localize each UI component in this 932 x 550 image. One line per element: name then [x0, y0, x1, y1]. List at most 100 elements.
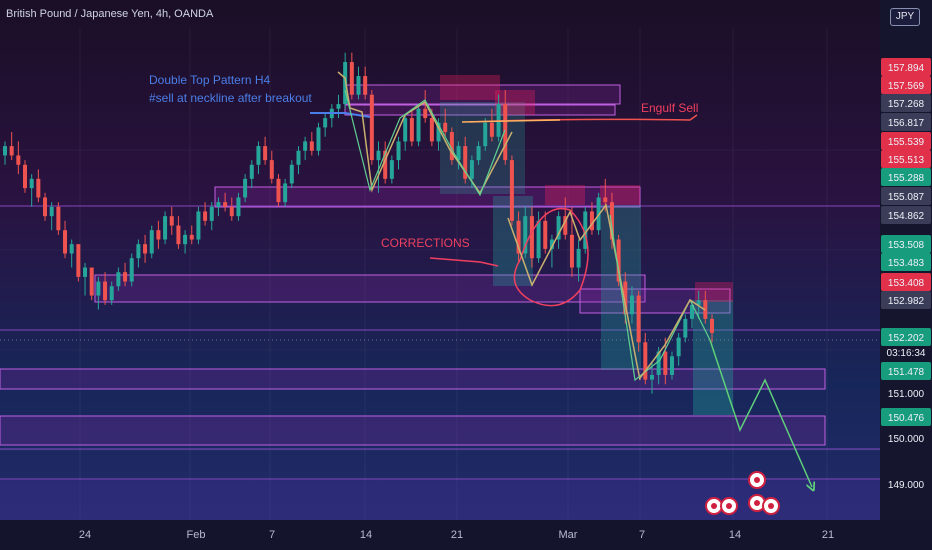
- candle-body: [516, 220, 521, 254]
- candle: [256, 141, 261, 175]
- price-label-bg: [881, 273, 931, 291]
- price-label: 151.478: [888, 367, 925, 378]
- time-label: 21: [451, 529, 463, 541]
- candle-body: [163, 216, 168, 240]
- candle: [503, 90, 508, 165]
- candle-body: [503, 104, 508, 161]
- candle: [216, 197, 221, 217]
- candle-body: [643, 342, 648, 380]
- time-axis[interactable]: 24 Feb 7 14 21 Mar 7 14 21: [0, 520, 932, 550]
- price-label-bg: [881, 328, 931, 346]
- candle-body: [649, 374, 654, 380]
- candle-body: [429, 118, 434, 142]
- candle: [669, 351, 674, 380]
- annotation-text: #sell at neckline after breakout: [149, 91, 312, 105]
- time-label: 7: [639, 529, 645, 541]
- candle: [403, 113, 408, 151]
- candle-body: [196, 211, 201, 240]
- candle: [676, 332, 681, 366]
- candle: [683, 314, 688, 343]
- candle: [203, 202, 208, 226]
- candle-body: [529, 216, 534, 259]
- candle: [309, 132, 314, 156]
- candle-body: [603, 197, 608, 203]
- candle-body: [489, 122, 494, 137]
- candle-body: [23, 164, 28, 189]
- candle-body: [563, 216, 568, 235]
- candle-body: [243, 178, 248, 198]
- candle-body: [269, 160, 274, 179]
- candle: [3, 141, 7, 165]
- price-label: 153.483: [888, 258, 925, 269]
- highlight-box: [545, 185, 585, 205]
- annotation-text: Engulf Sell: [641, 101, 698, 115]
- price-label: 157.569: [888, 81, 925, 92]
- candle-body: [369, 94, 374, 161]
- candle-body: [389, 160, 394, 179]
- candle: [156, 220, 161, 249]
- candle-body: [76, 244, 81, 277]
- price-label: 152.982: [888, 296, 925, 307]
- candle: [383, 141, 388, 184]
- price-label: 155.539: [888, 137, 925, 148]
- price-label-bg: [881, 113, 931, 131]
- candle-body: [549, 239, 554, 249]
- candle: [49, 202, 54, 231]
- corrections-pointer: [429, 257, 499, 267]
- candle-body: [109, 286, 114, 301]
- candle: [710, 314, 714, 343]
- candle: [149, 225, 154, 259]
- candle-body: [216, 202, 221, 207]
- price-label: 155.513: [888, 155, 925, 166]
- price-label-bg: [881, 206, 931, 224]
- candle: [183, 230, 188, 254]
- final-wave: [639, 298, 706, 379]
- wave-line-green: [344, 89, 506, 197]
- currency-badge[interactable]: JPY: [890, 8, 920, 26]
- candle-body: [303, 141, 308, 151]
- candle-body: [36, 178, 41, 198]
- candle: [129, 253, 134, 287]
- corrections-circle: [513, 207, 589, 307]
- candle-body: [316, 127, 321, 151]
- candle: [543, 211, 548, 254]
- price-label: 153.408: [888, 278, 925, 289]
- candle: [409, 108, 414, 147]
- time-label: 24: [79, 529, 91, 541]
- candle-body: [469, 160, 474, 179]
- time-label: 14: [729, 529, 741, 541]
- candle: [29, 174, 34, 207]
- candle-body: [676, 337, 681, 357]
- price-label: 153.508: [888, 240, 925, 251]
- candle-body: [49, 206, 54, 217]
- candle-body: [223, 202, 228, 207]
- candle-body: [116, 272, 121, 287]
- candle: [416, 104, 421, 147]
- candle: [576, 239, 581, 282]
- candle-body: [403, 118, 408, 142]
- price-label-bg: [881, 291, 931, 309]
- candle: [616, 234, 621, 287]
- candle: [263, 136, 268, 165]
- price-label: 149.000: [888, 480, 925, 491]
- price-label: 156.817: [888, 118, 925, 129]
- candle-body: [703, 300, 708, 319]
- price-label-bg: [881, 168, 931, 186]
- price-axis[interactable]: 157.894 157.569 157.268 156.817 155.539 155.5…: [880, 0, 932, 520]
- economic-events[interactable]: [705, 471, 780, 515]
- candle: [516, 211, 521, 263]
- candle-body: [43, 197, 48, 217]
- candle: [243, 174, 248, 203]
- candle: [163, 211, 168, 245]
- candle-body: [89, 267, 94, 296]
- candle: [83, 262, 88, 296]
- candle-body: [523, 216, 528, 254]
- price-label: 157.268: [888, 99, 925, 110]
- candle-body: [363, 76, 368, 95]
- candle: [529, 206, 534, 268]
- price-label: 155.087: [888, 192, 925, 203]
- price-label-bg: [881, 408, 931, 426]
- annotations-layer: Double Top Pattern H4 #sell at neckline a…: [149, 73, 698, 250]
